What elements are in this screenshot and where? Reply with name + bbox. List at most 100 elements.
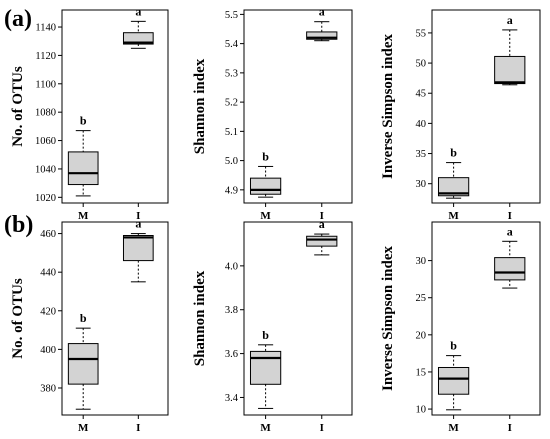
x-tick-label: I xyxy=(508,422,512,434)
y-tick-label: 440 xyxy=(40,268,56,279)
box-M: b xyxy=(249,149,282,198)
plot-frame xyxy=(243,221,353,416)
y-tick-label: 45 xyxy=(416,89,427,100)
plot-frame xyxy=(431,9,541,204)
significance-letter: a xyxy=(507,13,513,27)
y-axis-label: No. of OTUs xyxy=(10,66,26,147)
significance-letter: b xyxy=(80,311,87,325)
y-tick-label: 30 xyxy=(416,256,427,267)
y-tick-label: 400 xyxy=(40,345,56,356)
significance-letter: b xyxy=(262,149,269,163)
x-tick-label: M xyxy=(448,422,459,434)
x-tick-label: M xyxy=(78,210,89,222)
significance-letter: b xyxy=(450,146,457,160)
significance-letter: a xyxy=(135,4,141,18)
y-tick-label: 420 xyxy=(40,306,56,317)
y-tick-label: 25 xyxy=(416,293,427,304)
y-axis-label: No. of OTUs xyxy=(10,278,26,359)
y-tick-label: 1060 xyxy=(35,136,56,147)
x-tick-label: I xyxy=(508,210,512,222)
y-tick-label: 1100 xyxy=(35,79,56,90)
iqr-box xyxy=(494,257,526,281)
boxplot-1: 1020 1040 1060 1080 1100 1120 1140 No. of OTUs M… xyxy=(10,4,169,222)
significance-letter: a xyxy=(319,217,325,231)
y-tick-label: 35 xyxy=(416,149,427,160)
x-tick-label: M xyxy=(260,422,271,434)
significance-letter: a xyxy=(507,224,513,238)
box-M: b xyxy=(437,146,470,199)
iqr-box xyxy=(306,31,338,40)
y-tick-label: 1140 xyxy=(35,23,56,34)
y-tick-label: 5.5 xyxy=(225,10,238,21)
significance-letter: a xyxy=(135,217,141,231)
box-M: b xyxy=(67,311,99,410)
y-tick-label: 1020 xyxy=(35,193,56,204)
y-tick-label: 20 xyxy=(416,330,427,341)
y-axis-label: Shannon index xyxy=(192,270,208,366)
boxplot-4: 380 400 420 440 460 No. of OTUs M Ib a xyxy=(10,217,169,434)
iqr-box xyxy=(494,55,526,85)
iqr-box xyxy=(122,235,154,262)
y-tick-label: 50 xyxy=(416,59,427,70)
y-tick-label: 3.4 xyxy=(225,393,239,404)
iqr-box xyxy=(437,366,470,395)
y-tick-label: 10 xyxy=(416,405,427,416)
plot-frame xyxy=(61,9,169,204)
box-M: b xyxy=(437,339,470,411)
panel-label-b: (b) xyxy=(4,212,33,238)
y-tick-label: 1120 xyxy=(35,51,56,62)
box-M: b xyxy=(249,328,282,409)
box-I: a xyxy=(306,217,338,256)
iqr-box xyxy=(437,177,470,197)
boxplot-3: 30 35 40 45 50 55 Inverse Simpson index M Ib a xyxy=(380,9,541,222)
plot-frame xyxy=(243,9,353,204)
y-tick-label: 3.8 xyxy=(225,305,238,316)
boxplot-5: 3.4 3.6 3.8 4.0 Shannon index M Ib a xyxy=(192,217,353,434)
boxplot-6: 10 15 20 25 30 Inverse Simpson index M Ib a xyxy=(380,221,541,434)
boxplot-2: 4.9 5.0 5.1 5.2 5.3 5.4 5.5 Shannon index M Ib a xyxy=(192,5,353,222)
y-tick-label: 5.2 xyxy=(225,98,238,109)
iqr-box xyxy=(122,32,154,45)
y-tick-label: 4.9 xyxy=(225,185,238,196)
iqr-box xyxy=(249,177,282,195)
y-axis-label: Inverse Simpson index xyxy=(380,33,396,179)
iqr-box xyxy=(249,350,282,385)
iqr-box xyxy=(306,235,338,247)
box-I: a xyxy=(122,217,154,283)
y-tick-label: 15 xyxy=(416,367,427,378)
plot-frame xyxy=(61,221,169,416)
y-tick-label: 4.0 xyxy=(225,261,238,272)
x-tick-label: M xyxy=(260,210,271,222)
iqr-box xyxy=(67,343,99,385)
y-axis-label: Shannon index xyxy=(192,58,208,154)
x-tick-label: M xyxy=(78,422,89,434)
significance-letter: b xyxy=(262,328,269,342)
y-tick-label: 460 xyxy=(40,229,56,240)
box-I: a xyxy=(122,4,154,49)
box-I: a xyxy=(306,5,338,42)
box-I: a xyxy=(494,13,526,86)
y-tick-label: 55 xyxy=(416,28,427,39)
y-tick-label: 3.6 xyxy=(225,349,238,360)
x-tick-label: I xyxy=(320,422,324,434)
panel-label-a: (a) xyxy=(4,6,32,32)
y-tick-label: 30 xyxy=(416,179,427,190)
significance-letter: a xyxy=(319,5,325,19)
y-tick-label: 1040 xyxy=(35,164,56,175)
x-tick-label: I xyxy=(320,210,324,222)
y-tick-label: 40 xyxy=(416,119,427,130)
y-axis-label: Inverse Simpson index xyxy=(380,245,396,391)
plot-frame xyxy=(431,221,541,416)
box-I: a xyxy=(494,224,526,289)
y-tick-label: 5.0 xyxy=(225,156,238,167)
significance-letter: b xyxy=(80,114,87,128)
x-tick-label: I xyxy=(136,422,140,434)
y-tick-label: 5.1 xyxy=(225,127,238,138)
y-tick-label: 380 xyxy=(40,383,56,394)
box-M: b xyxy=(67,114,99,197)
x-tick-label: M xyxy=(448,210,459,222)
iqr-box xyxy=(67,151,99,186)
y-tick-label: 5.4 xyxy=(225,39,239,50)
